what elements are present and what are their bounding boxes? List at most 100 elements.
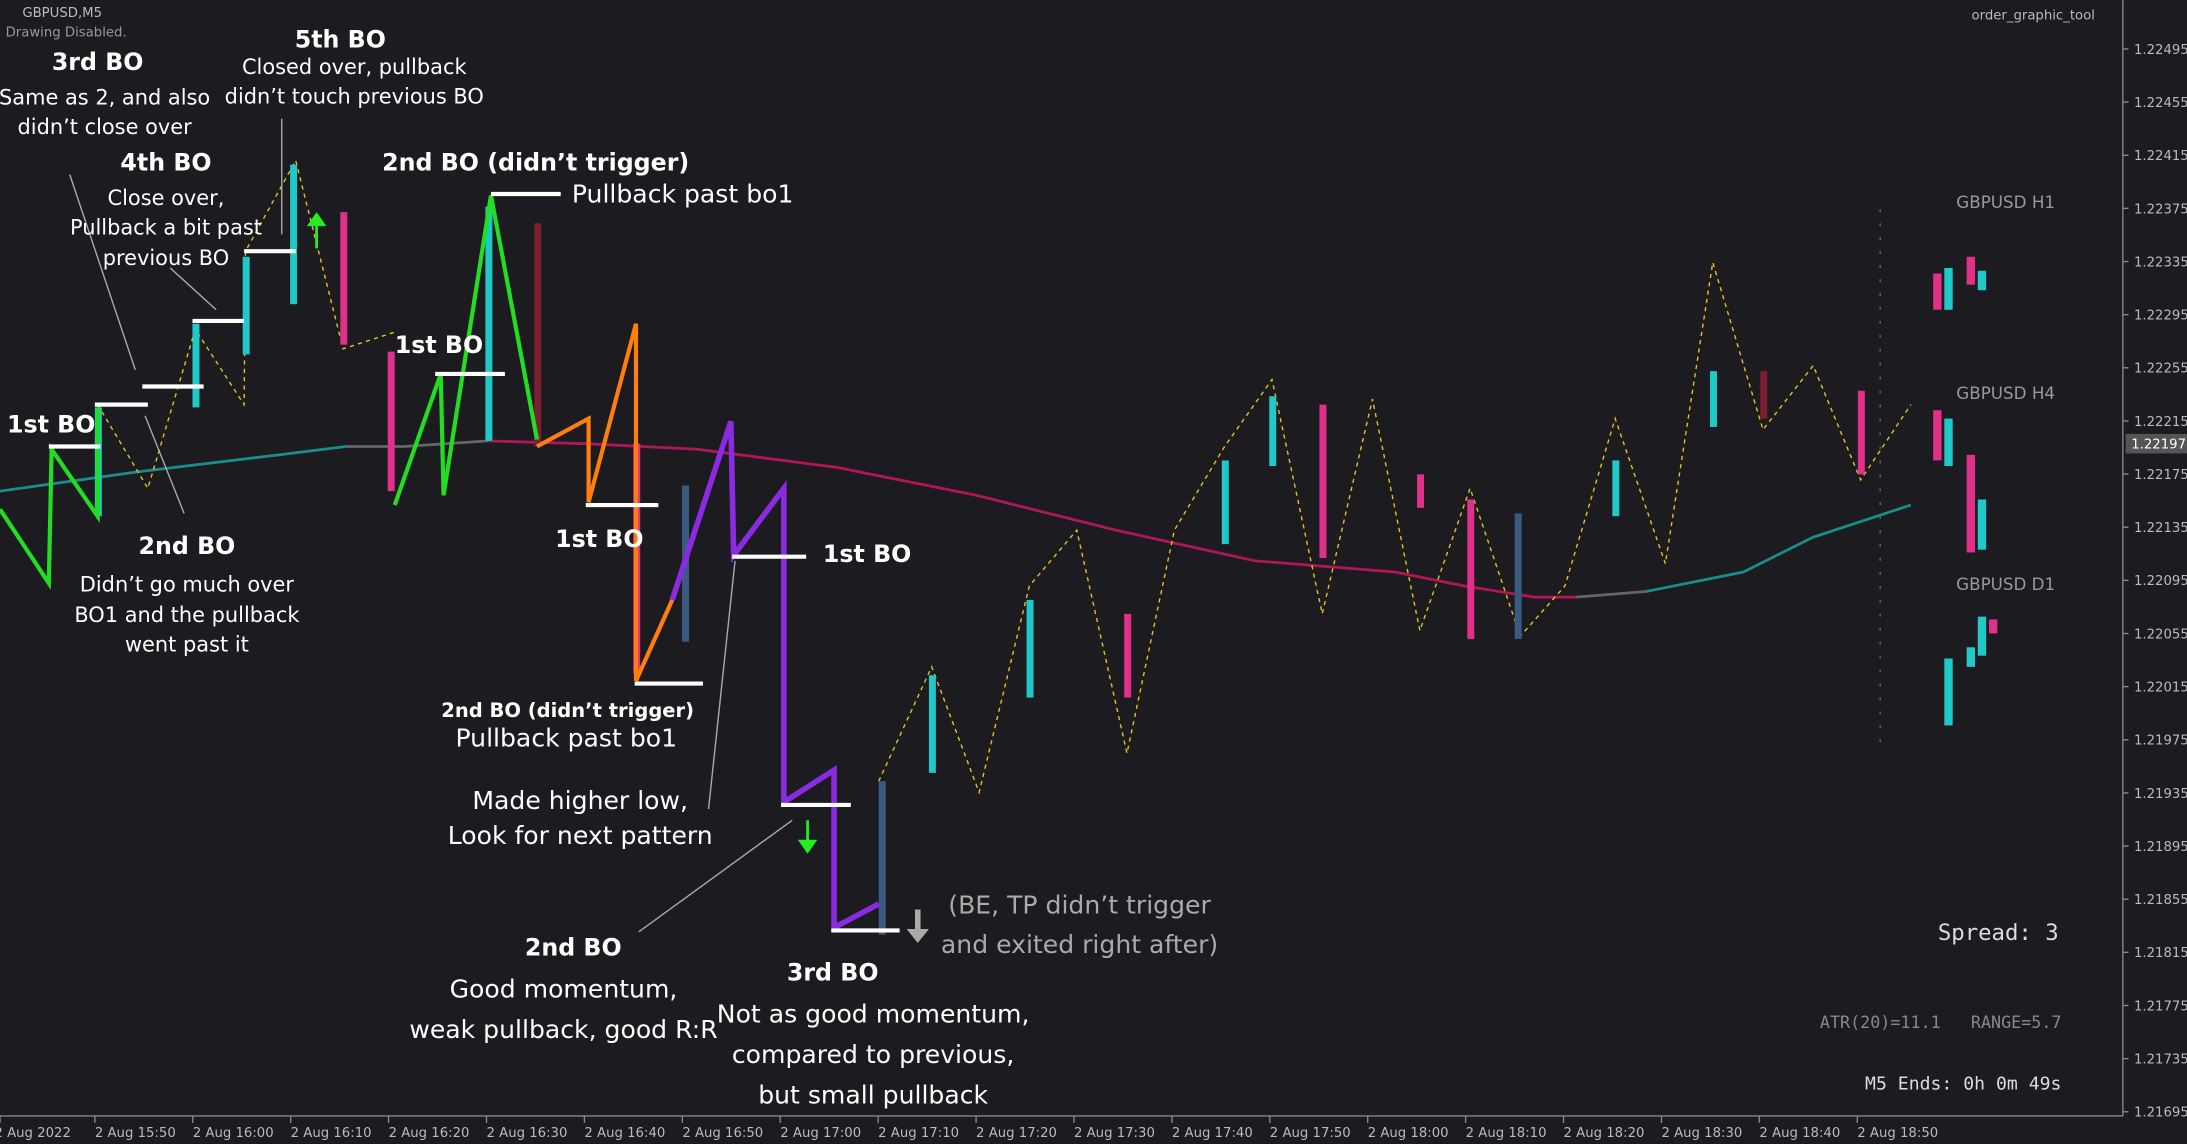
- annotation-title: 4th BO: [120, 148, 211, 176]
- time-axis: 2 Aug 2022 2 Aug 15:50 2 Aug 16:00 2 Aug 16…: [0, 1115, 1938, 1141]
- price-label: 1.22495: [2134, 43, 2187, 58]
- annotation-text: Didn’t go much over: [80, 573, 295, 597]
- annotation-text: Pullback a bit past: [70, 215, 262, 239]
- annotation-text: Look for next pattern: [448, 821, 713, 850]
- time-label: 2 Aug 16:40: [584, 1126, 665, 1141]
- annotation-title: 1st BO: [7, 411, 95, 439]
- annotation-text: Same as 2, and also: [0, 86, 210, 110]
- time-label: 2 Aug 18:20: [1564, 1126, 1645, 1141]
- annotation-text: weak pullback, good R:R: [409, 1015, 717, 1044]
- time-label: 2 Aug 17:00: [780, 1126, 861, 1141]
- callout-lines: [69, 118, 793, 933]
- time-label: 2 Aug 17:40: [1172, 1126, 1253, 1141]
- time-label: 2 Aug 16:30: [486, 1126, 567, 1141]
- pattern-line: [0, 407, 100, 590]
- pattern-line: [392, 195, 540, 506]
- current-price-box: [2125, 433, 2187, 454]
- annotation-title: 2nd BO: [138, 532, 235, 560]
- annotation-text: Pullback past bo1: [572, 179, 794, 208]
- moving-average: [1575, 590, 1646, 599]
- annotation-text: went past it: [125, 633, 249, 657]
- annotation-title: 2nd BO (didn’t trigger): [441, 699, 694, 722]
- current-price: 1.22197: [2131, 438, 2186, 453]
- price-label: 1.22295: [2134, 309, 2187, 324]
- annotation-title: 2nd BO: [525, 934, 622, 962]
- annotation-text: compared to previous,: [732, 1040, 1014, 1069]
- annotation-text: Closed over, pullback: [242, 55, 467, 79]
- annotation-text: previous BO: [103, 246, 229, 270]
- pattern-line: [535, 323, 675, 682]
- price-label: 1.21735: [2134, 1053, 2187, 1068]
- status: Drawing Disabled.: [6, 25, 127, 40]
- price-label: 1.22095: [2134, 574, 2187, 589]
- price-label: 1.21935: [2134, 787, 2187, 802]
- price-axis: 1.22495 1.22455 1.22415 1.22375 1.22335 1.222…: [2122, 43, 2187, 1121]
- time-label: 2 Aug 15:50: [95, 1126, 176, 1141]
- price-label: 1.21895: [2134, 840, 2187, 855]
- arrow-up: [306, 212, 327, 249]
- time-label: 2 Aug 16:00: [193, 1126, 274, 1141]
- tool-name[interactable]: order_graphic_tool: [1972, 9, 2095, 24]
- annotation-text: Made higher low,: [472, 786, 688, 815]
- moving-average: [0, 445, 347, 493]
- annotation-title: 2nd BO (didn’t trigger): [382, 148, 689, 176]
- time-label: 2 Aug 18:10: [1466, 1126, 1547, 1141]
- annotation-text: and exited right after): [941, 930, 1218, 959]
- time-label: 2 Aug 18:30: [1661, 1126, 1742, 1141]
- time-label: 2 Aug 18:00: [1368, 1126, 1449, 1141]
- time-label: 2 Aug 17:30: [1074, 1126, 1155, 1141]
- annotation-title: 5th BO: [295, 26, 386, 54]
- atr: ATR(20)=11.1 RANGE=5.7: [1820, 1012, 2062, 1032]
- mini-chart-label: GBPUSD H1: [1956, 192, 2055, 212]
- price-label: 1.22375: [2134, 202, 2187, 217]
- pattern-line: [669, 420, 881, 933]
- time-label: 2 Aug 18:50: [1857, 1126, 1938, 1141]
- price-label: 1.21695: [2134, 1106, 2187, 1121]
- annotation-title: 1st BO: [395, 331, 483, 359]
- annotation-text: but small pullback: [758, 1080, 988, 1109]
- price-label: 1.22055: [2134, 627, 2187, 642]
- bar-timer: M5 Ends: 0h 0m 49s: [1865, 1073, 2061, 1094]
- time-label: 2 Aug 16:50: [682, 1126, 763, 1141]
- price-label: 1.21855: [2134, 893, 2187, 908]
- time-label: 2 Aug 16:20: [389, 1126, 470, 1141]
- time-label: 2 Aug 17:20: [976, 1126, 1057, 1141]
- annotation-text: Good momentum,: [450, 974, 678, 1003]
- zigzag: [878, 262, 1912, 795]
- arrow-down: [906, 909, 929, 944]
- time-label: 2 Aug 2022: [0, 1126, 71, 1141]
- annotation-title: 1st BO: [555, 525, 643, 553]
- annotation-title: 3rd BO: [52, 48, 144, 76]
- price-label: 1.22215: [2134, 415, 2187, 430]
- price-label: 1.22335: [2134, 255, 2187, 270]
- annotation-text: BO1 and the pullback: [74, 603, 300, 627]
- annotation-text: Close over,: [108, 186, 225, 210]
- annotation-title: 3rd BO: [787, 959, 879, 987]
- mini-charts: [1879, 209, 1998, 754]
- annotation-text: (BE, TP didn’t trigger: [948, 891, 1211, 920]
- time-label: 2 Aug 17:10: [878, 1126, 959, 1141]
- annotation-text: didn’t close over: [18, 115, 193, 139]
- price-label: 1.22135: [2134, 521, 2187, 536]
- annotation-title: 1st BO: [823, 540, 911, 568]
- price-label: 1.21975: [2134, 734, 2187, 749]
- mini-chart-label: GBPUSD H4: [1956, 383, 2055, 403]
- price-label: 1.22175: [2134, 468, 2187, 483]
- annotation-text: didn’t touch previous BO: [225, 84, 484, 108]
- price-label: 1.21775: [2134, 999, 2187, 1014]
- annotation-text: Not as good momentum,: [717, 1000, 1030, 1029]
- moving-average: [345, 439, 489, 448]
- price-label: 1.22455: [2134, 96, 2187, 111]
- time-label: 2 Aug 17:50: [1270, 1126, 1351, 1141]
- price-label: 1.22015: [2134, 681, 2187, 696]
- price-label: 1.22255: [2134, 362, 2187, 377]
- moving-average: [1645, 503, 1912, 593]
- breakout-levels: [48, 191, 900, 933]
- arrow-down: [797, 820, 818, 854]
- price-label: 1.22415: [2134, 149, 2187, 164]
- mini-chart-label: GBPUSD D1: [1956, 574, 2055, 594]
- symbol: GBPUSD,M5: [22, 6, 102, 21]
- moving-average: [488, 439, 1577, 599]
